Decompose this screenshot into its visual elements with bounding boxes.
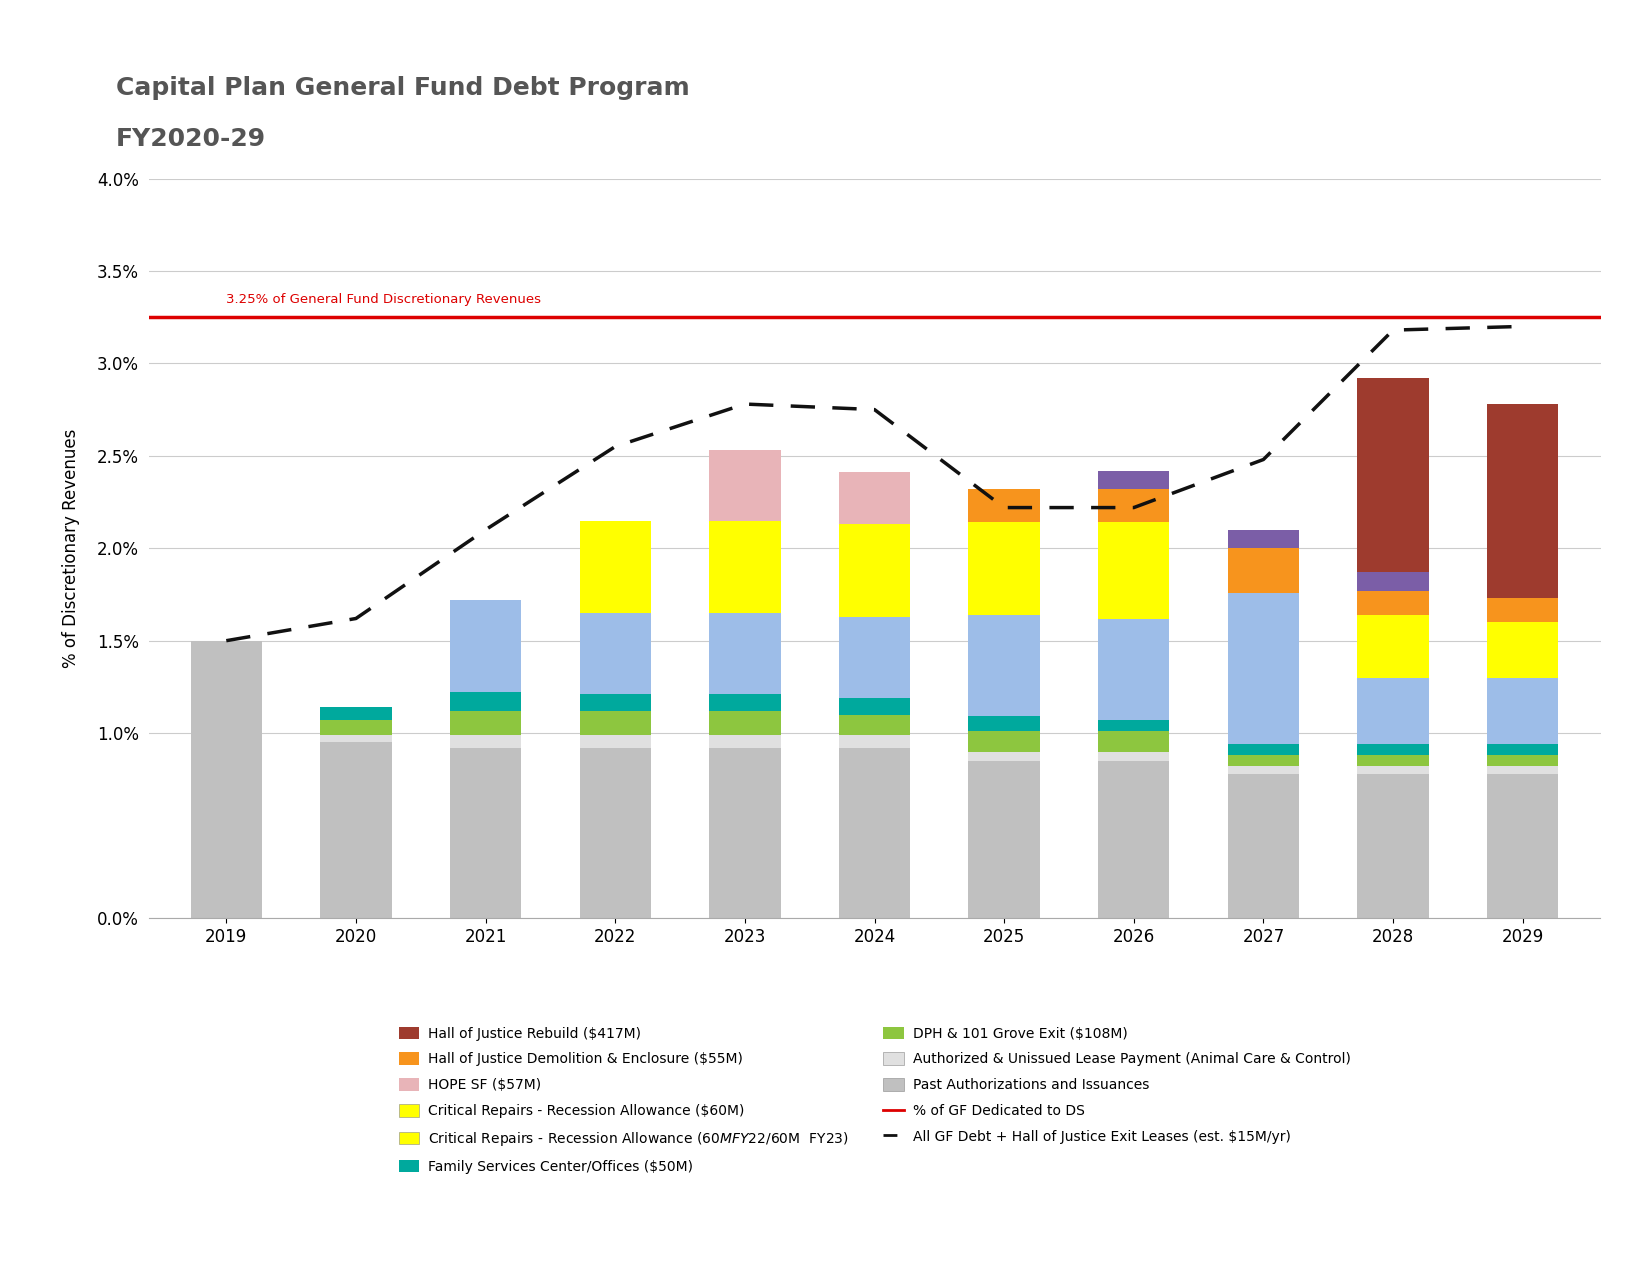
Bar bbox=[1487, 622, 1558, 678]
Bar bbox=[320, 742, 391, 918]
Bar bbox=[838, 524, 911, 617]
Bar bbox=[969, 751, 1040, 761]
Bar bbox=[1487, 774, 1558, 918]
Bar bbox=[969, 490, 1040, 523]
Bar bbox=[579, 695, 650, 711]
Bar bbox=[191, 640, 262, 918]
Bar bbox=[1228, 548, 1299, 593]
Bar bbox=[969, 717, 1040, 732]
Bar bbox=[969, 761, 1040, 918]
Bar bbox=[1228, 530, 1299, 548]
Bar bbox=[450, 692, 521, 711]
Bar bbox=[1228, 745, 1299, 755]
Bar bbox=[320, 734, 391, 742]
Bar bbox=[1099, 720, 1170, 732]
Bar bbox=[1099, 761, 1170, 918]
Bar bbox=[1358, 678, 1429, 745]
Bar bbox=[710, 520, 780, 613]
Bar bbox=[450, 601, 521, 692]
Bar bbox=[710, 734, 780, 748]
Bar bbox=[1358, 379, 1429, 572]
Text: 3.25% of General Fund Discretionary Revenues: 3.25% of General Fund Discretionary Reve… bbox=[226, 293, 541, 306]
Bar bbox=[969, 615, 1040, 717]
Text: Capital Plan General Fund Debt Program: Capital Plan General Fund Debt Program bbox=[116, 76, 690, 101]
Bar bbox=[450, 734, 521, 748]
Bar bbox=[969, 732, 1040, 751]
Bar bbox=[1358, 745, 1429, 755]
Bar bbox=[1099, 618, 1170, 720]
Bar bbox=[1358, 766, 1429, 774]
Bar bbox=[1358, 572, 1429, 590]
Bar bbox=[710, 695, 780, 711]
Bar bbox=[1099, 732, 1170, 751]
Bar bbox=[1099, 523, 1170, 618]
Bar bbox=[1099, 751, 1170, 761]
Bar bbox=[1487, 598, 1558, 622]
Bar bbox=[1358, 615, 1429, 678]
Bar bbox=[838, 748, 911, 918]
Bar bbox=[320, 720, 391, 734]
Bar bbox=[1228, 774, 1299, 918]
Bar bbox=[710, 613, 780, 695]
Y-axis label: % of Discretionary Revenues: % of Discretionary Revenues bbox=[63, 428, 81, 668]
Bar bbox=[1099, 470, 1170, 490]
Bar bbox=[579, 520, 650, 613]
Bar bbox=[1487, 755, 1558, 766]
Bar bbox=[1358, 774, 1429, 918]
Bar bbox=[579, 613, 650, 695]
Bar bbox=[450, 711, 521, 734]
Bar bbox=[710, 711, 780, 734]
Bar bbox=[579, 711, 650, 734]
Bar bbox=[1228, 766, 1299, 774]
Bar bbox=[579, 748, 650, 918]
Bar bbox=[1487, 404, 1558, 598]
Bar bbox=[710, 748, 780, 918]
Bar bbox=[1358, 755, 1429, 766]
Bar bbox=[838, 697, 911, 714]
Bar bbox=[1228, 755, 1299, 766]
Bar bbox=[450, 748, 521, 918]
Bar bbox=[1099, 490, 1170, 523]
Bar bbox=[838, 714, 911, 734]
Bar bbox=[1358, 590, 1429, 615]
Bar bbox=[838, 617, 911, 697]
Legend: Hall of Justice Rebuild ($417M), Hall of Justice Demolition & Enclosure ($55M), : Hall of Justice Rebuild ($417M), Hall of… bbox=[393, 1021, 1356, 1179]
Bar bbox=[838, 473, 911, 524]
Bar bbox=[1228, 593, 1299, 745]
Bar bbox=[969, 523, 1040, 615]
Bar bbox=[1487, 766, 1558, 774]
Bar bbox=[320, 708, 391, 720]
Bar bbox=[1487, 745, 1558, 755]
Bar bbox=[1487, 678, 1558, 745]
Bar bbox=[838, 734, 911, 748]
Text: FY2020-29: FY2020-29 bbox=[116, 128, 266, 152]
Bar bbox=[579, 734, 650, 748]
Bar bbox=[710, 450, 780, 520]
